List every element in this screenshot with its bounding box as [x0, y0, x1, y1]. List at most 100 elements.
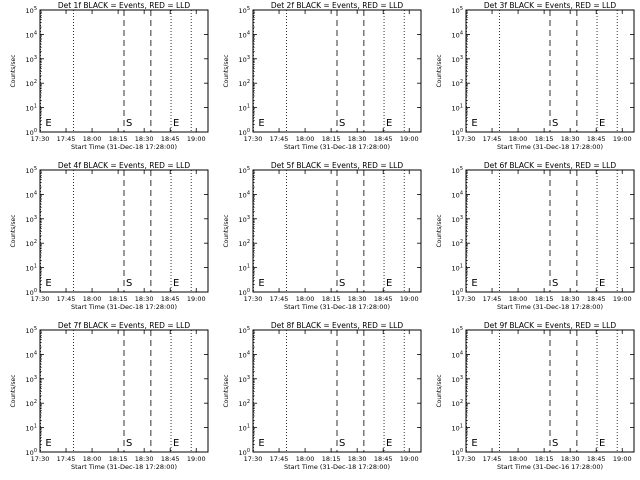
x-axis-label: Start Time (31-Dec-18 17:28:00): [71, 303, 177, 311]
y-tick-label: 102: [452, 239, 463, 248]
x-tick-label: 17:45: [270, 455, 289, 463]
x-tick-label: 18:30: [135, 455, 154, 463]
x-tick-label: 19:00: [187, 295, 206, 303]
y-tick-label: 101: [26, 424, 37, 433]
y-tick-label: 104: [26, 350, 37, 359]
detector-panel: Det 5f BLACK = Events, RED = LLD 100 101 10…: [223, 161, 422, 311]
y-axis-label: Counts/sec: [223, 374, 230, 407]
x-tick-label: 18:45: [374, 295, 393, 303]
y-tick-label: 104: [452, 30, 463, 39]
y-tick-label: 105: [26, 6, 37, 15]
event-marker-label: E: [258, 118, 264, 129]
panel-title: Det 3f BLACK = Events, RED = LLD: [484, 1, 617, 10]
x-tick-label: 18:30: [561, 135, 580, 143]
y-tick-label: 101: [239, 264, 250, 273]
y-axis-label: Counts/sec: [223, 54, 230, 87]
x-tick-label: 17:45: [483, 295, 502, 303]
event-marker-label: E: [386, 438, 392, 449]
x-tick-label: 17:45: [57, 295, 76, 303]
x-tick-label: 18:15: [322, 295, 341, 303]
y-tick-label: 104: [452, 190, 463, 199]
x-tick-label: 19:00: [187, 135, 206, 143]
x-tick-label: 17:45: [483, 455, 502, 463]
x-tick-label: 18:45: [374, 135, 393, 143]
x-tick-label: 17:45: [57, 455, 76, 463]
panel-title: Det 5f BLACK = Events, RED = LLD: [271, 161, 404, 170]
y-tick-label: 100: [452, 288, 463, 297]
y-axis-label: Counts/sec: [436, 54, 443, 87]
x-tick-label: 18:30: [561, 295, 580, 303]
event-marker-label: E: [599, 278, 605, 289]
event-marker-label: S: [339, 278, 345, 289]
y-tick-label: 103: [452, 375, 463, 384]
x-tick-label: 18:00: [296, 295, 315, 303]
x-tick-label: 18:15: [535, 135, 554, 143]
x-axis-label: Start Time (31-Dec-18 17:28:00): [284, 463, 390, 471]
x-tick-label: 18:45: [161, 135, 180, 143]
event-marker-label: S: [552, 278, 558, 289]
x-tick-label: 18:30: [348, 295, 367, 303]
y-axis-label: Counts/sec: [10, 54, 17, 87]
x-tick-label: 19:00: [613, 295, 632, 303]
y-tick-label: 103: [239, 55, 250, 64]
y-tick-label: 102: [26, 79, 37, 88]
y-tick-label: 103: [26, 375, 37, 384]
y-tick-label: 100: [239, 128, 250, 137]
event-marker-label: E: [386, 118, 392, 129]
y-tick-label: 103: [239, 375, 250, 384]
y-axis-label: Counts/sec: [223, 214, 230, 247]
x-tick-label: 17:30: [457, 135, 476, 143]
x-tick-label: 18:00: [509, 295, 528, 303]
x-tick-label: 19:00: [400, 135, 419, 143]
y-axis-label: Counts/sec: [436, 374, 443, 407]
y-tick-label: 105: [452, 6, 463, 15]
x-tick-label: 17:30: [31, 295, 50, 303]
y-tick-label: 102: [26, 399, 37, 408]
x-tick-label: 18:15: [109, 455, 128, 463]
x-axis-label: Start Time (31-Dec-18 17:28:00): [71, 143, 177, 151]
panel-title: Det 9f BLACK = Events, RED = LLD: [484, 321, 617, 330]
x-tick-label: 18:45: [587, 135, 606, 143]
y-tick-label: 102: [26, 239, 37, 248]
x-tick-label: 18:45: [587, 295, 606, 303]
y-tick-label: 105: [239, 326, 250, 335]
x-tick-label: 17:45: [483, 135, 502, 143]
x-axis-label: Start Time (31-Dec-18 17:28:00): [497, 143, 603, 151]
y-tick-label: 101: [26, 104, 37, 113]
y-tick-label: 102: [239, 239, 250, 248]
x-tick-label: 18:30: [348, 455, 367, 463]
panel-title: Det 2f BLACK = Events, RED = LLD: [271, 1, 404, 10]
y-tick-label: 103: [26, 215, 37, 224]
x-tick-label: 18:45: [587, 455, 606, 463]
x-tick-label: 18:30: [561, 455, 580, 463]
y-tick-label: 105: [452, 326, 463, 335]
x-tick-label: 18:00: [83, 295, 102, 303]
y-tick-label: 101: [452, 424, 463, 433]
y-tick-label: 100: [452, 448, 463, 457]
x-axis-label: Start Time (31-Dec-16 17:28:00): [497, 463, 603, 471]
event-marker-label: S: [552, 118, 558, 129]
x-tick-label: 18:00: [83, 455, 102, 463]
x-tick-label: 17:45: [57, 135, 76, 143]
event-marker-label: S: [339, 118, 345, 129]
y-tick-label: 105: [239, 6, 250, 15]
y-tick-label: 103: [452, 55, 463, 64]
x-tick-label: 17:30: [31, 135, 50, 143]
x-tick-label: 18:30: [135, 135, 154, 143]
event-marker-label: E: [45, 118, 51, 129]
x-axis-label: Start Time (31-Dec-18 17:28:00): [497, 303, 603, 311]
x-tick-label: 17:45: [270, 295, 289, 303]
event-marker-label: E: [599, 438, 605, 449]
panel-title: Det 7f BLACK = Events, RED = LLD: [58, 321, 191, 330]
detector-panel: Det 7f BLACK = Events, RED = LLD 100 101 10…: [10, 321, 209, 471]
x-tick-label: 18:15: [109, 135, 128, 143]
y-tick-label: 100: [26, 128, 37, 137]
y-tick-label: 105: [26, 326, 37, 335]
x-tick-label: 17:30: [31, 455, 50, 463]
x-tick-label: 19:00: [613, 455, 632, 463]
event-marker-label: S: [126, 278, 132, 289]
y-tick-label: 102: [239, 79, 250, 88]
event-marker-label: S: [552, 438, 558, 449]
detector-panel: Det 6f BLACK = Events, RED = LLD 100 101 10…: [436, 161, 635, 311]
